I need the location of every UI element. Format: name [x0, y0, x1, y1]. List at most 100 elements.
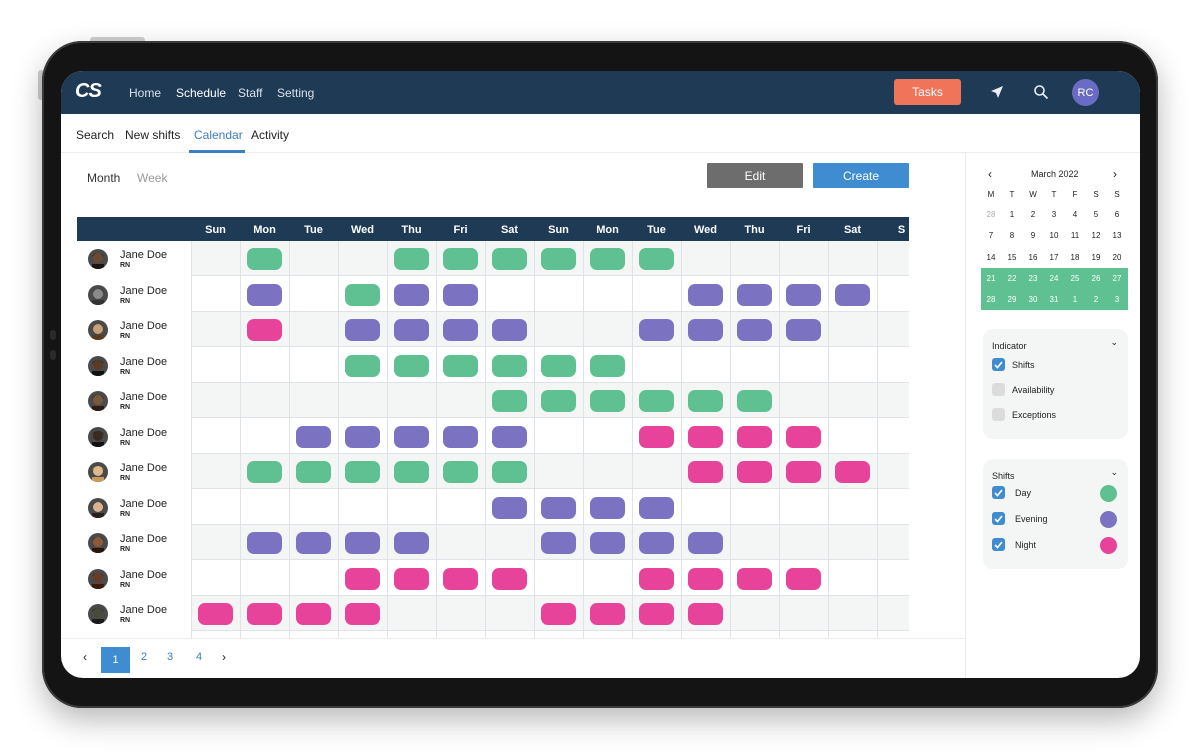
calendar-day[interactable]: 2 — [1093, 295, 1099, 305]
evening-shift-block[interactable] — [492, 425, 527, 448]
tab-search[interactable]: Search — [76, 128, 115, 142]
day-shift-block[interactable] — [394, 248, 429, 270]
chevron-down-icon[interactable]: ⌄ — [1110, 467, 1118, 477]
calendar-day[interactable]: 28 — [986, 210, 996, 219]
evening-shift-block[interactable] — [786, 283, 821, 306]
evening-shift-block[interactable] — [492, 496, 527, 519]
shift-evening-checkbox[interactable] — [992, 512, 1005, 525]
night-shift-block[interactable] — [737, 461, 772, 483]
day-shift-block[interactable] — [688, 390, 723, 412]
employee-cell[interactable]: Jane Doe RN — [77, 560, 191, 596]
day-shift-block[interactable] — [247, 461, 282, 483]
calendar-day[interactable]: 15 — [1007, 252, 1017, 262]
calendar-day[interactable]: 23 — [1028, 273, 1038, 283]
nav-home[interactable]: Home — [129, 86, 162, 100]
chevron-down-icon[interactable]: ⌄ — [1110, 337, 1118, 347]
tab-activity[interactable]: Activity — [251, 128, 290, 142]
shift-day-checkbox[interactable] — [992, 486, 1005, 499]
tab-new-shifts[interactable]: New shifts — [125, 128, 181, 142]
night-shift-block[interactable] — [590, 603, 625, 625]
evening-shift-block[interactable] — [639, 319, 674, 341]
page-2[interactable]: 2 — [141, 651, 148, 663]
night-shift-block[interactable] — [443, 567, 478, 590]
evening-shift-block[interactable] — [541, 496, 576, 519]
night-shift-block[interactable] — [541, 603, 576, 625]
day-shift-block[interactable] — [345, 354, 380, 377]
prev-page-icon[interactable]: ‹ — [83, 650, 87, 664]
calendar-day[interactable]: 22 — [1007, 273, 1017, 283]
tasks-button[interactable]: Tasks — [894, 79, 961, 105]
employee-cell[interactable]: Jane Doe RN — [77, 276, 191, 312]
day-shift-block[interactable] — [394, 461, 429, 483]
night-shift-block[interactable] — [786, 425, 821, 448]
nav-schedule[interactable]: Schedule — [176, 86, 227, 100]
day-shift-block[interactable] — [639, 390, 674, 412]
day-shift-block[interactable] — [492, 248, 527, 270]
day-shift-block[interactable] — [443, 461, 478, 483]
day-shift-block[interactable] — [492, 390, 527, 412]
evening-shift-block[interactable] — [443, 425, 478, 448]
evening-shift-block[interactable] — [394, 532, 429, 554]
employee-cell[interactable]: Jane Doe RN — [77, 596, 191, 631]
user-avatar[interactable]: RC — [1072, 79, 1099, 106]
day-shift-block[interactable] — [590, 354, 625, 377]
evening-shift-block[interactable] — [590, 496, 625, 519]
employee-cell[interactable]: Jane Doe RN — [77, 418, 191, 454]
indicator-exceptions-checkbox[interactable] — [992, 408, 1005, 421]
night-shift-block[interactable] — [345, 603, 380, 625]
cal-next-icon[interactable]: › — [1113, 167, 1117, 181]
night-shift-block[interactable] — [198, 603, 233, 625]
night-shift-block[interactable] — [247, 603, 282, 625]
indicator-availability-checkbox[interactable] — [992, 383, 1005, 396]
day-shift-block[interactable] — [492, 354, 527, 377]
calendar-day[interactable]: 1 — [1072, 295, 1078, 305]
tab-calendar[interactable]: Calendar — [194, 128, 243, 142]
evening-shift-block[interactable] — [688, 532, 723, 554]
page-1[interactable]: 1 — [101, 647, 130, 673]
night-shift-block[interactable] — [786, 567, 821, 590]
calendar-day[interactable]: 18 — [1070, 252, 1080, 262]
calendar-day[interactable]: 20 — [1112, 252, 1122, 262]
calendar-day[interactable]: 9 — [1030, 231, 1036, 241]
employee-cell[interactable]: Jane Doe RN — [77, 383, 191, 418]
send-icon[interactable] — [989, 84, 1005, 100]
night-shift-block[interactable] — [639, 603, 674, 625]
employee-cell[interactable]: Jane Doe RN — [77, 525, 191, 560]
night-shift-block[interactable] — [639, 425, 674, 448]
evening-shift-block[interactable] — [443, 283, 478, 306]
evening-shift-block[interactable] — [639, 496, 674, 519]
night-shift-block[interactable] — [835, 461, 870, 483]
evening-shift-block[interactable] — [639, 532, 674, 554]
evening-shift-block[interactable] — [443, 319, 478, 341]
evening-shift-block[interactable] — [737, 283, 772, 306]
calendar-day[interactable]: 21 — [986, 273, 996, 283]
day-shift-block[interactable] — [443, 354, 478, 377]
page-3[interactable]: 3 — [167, 651, 174, 663]
evening-shift-block[interactable] — [590, 532, 625, 554]
calendar-day[interactable]: 26 — [1091, 273, 1101, 283]
day-shift-block[interactable] — [394, 354, 429, 377]
calendar-day[interactable]: 16 — [1028, 252, 1038, 262]
evening-shift-block[interactable] — [394, 319, 429, 341]
day-shift-block[interactable] — [590, 390, 625, 412]
evening-shift-block[interactable] — [541, 532, 576, 554]
calendar-day[interactable]: 4 — [1072, 210, 1078, 219]
evening-shift-block[interactable] — [345, 425, 380, 448]
evening-shift-block[interactable] — [688, 283, 723, 306]
night-shift-block[interactable] — [296, 603, 331, 625]
day-shift-block[interactable] — [639, 248, 674, 270]
nav-setting[interactable]: Setting — [277, 86, 315, 100]
calendar-day[interactable]: 8 — [1009, 231, 1015, 241]
calendar-day[interactable]: 27 — [1112, 273, 1122, 283]
day-shift-block[interactable] — [590, 248, 625, 270]
calendar-day[interactable]: 30 — [1028, 295, 1038, 305]
indicator-shifts-checkbox[interactable] — [992, 358, 1005, 371]
calendar-day[interactable]: 6 — [1114, 210, 1120, 219]
calendar-day[interactable]: 1 — [1009, 210, 1015, 219]
night-shift-block[interactable] — [688, 603, 723, 625]
evening-shift-block[interactable] — [394, 425, 429, 448]
calendar-day[interactable]: 13 — [1112, 231, 1122, 241]
day-shift-block[interactable] — [247, 248, 282, 270]
view-week[interactable]: Week — [137, 171, 168, 185]
calendar-day[interactable]: 17 — [1049, 252, 1059, 262]
